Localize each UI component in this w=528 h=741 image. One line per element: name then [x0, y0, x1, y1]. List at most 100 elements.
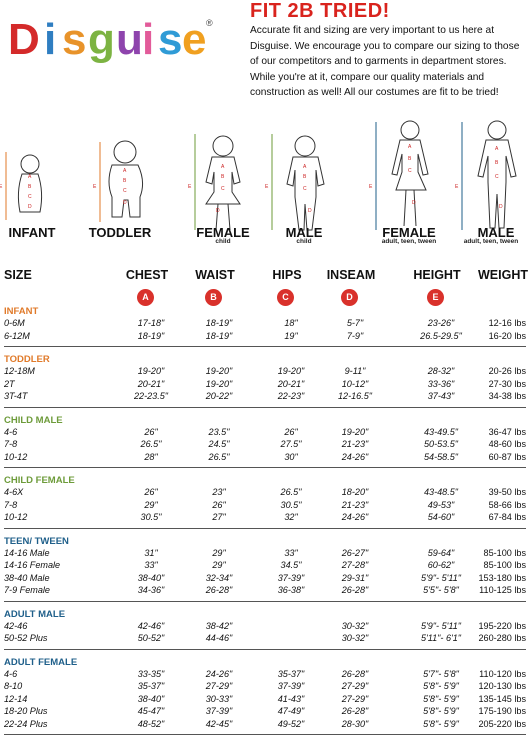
section-divider — [4, 467, 526, 468]
measurement-cell: 18-19" — [205, 318, 233, 328]
measurement-cell: 18-19" — [137, 330, 165, 341]
measurement-cell: 23-26" — [427, 318, 455, 328]
measurement-cell: 59-64" — [427, 547, 455, 558]
measurement-cell: 26-27" — [341, 547, 369, 558]
measurement-cell: 26-28" — [341, 706, 369, 716]
measurement-cell: 24-26" — [341, 512, 369, 522]
adult-male-figure — [461, 120, 517, 230]
figure-marker-letter: C — [495, 174, 499, 180]
section-title: CHILD FEMALE — [4, 475, 75, 486]
measurement-marker: C — [277, 289, 294, 306]
measurement-cell: 260-280 lbs — [478, 633, 526, 643]
figure-marker-letter: B — [28, 184, 32, 190]
measurement-cell: 175-190 lbs — [478, 706, 526, 716]
figure-marker-letter: A — [221, 164, 225, 170]
figure-marker-letter: A — [28, 174, 32, 180]
measurement-cell: 30.5" — [280, 499, 302, 510]
logo-letter: e — [182, 15, 206, 64]
figure-marker-height: E — [188, 184, 192, 190]
measurement-cell: 153-180 lbs — [478, 572, 526, 583]
measurement-cell: 20-21" — [137, 378, 165, 389]
measurement-cell: 26" — [284, 426, 298, 437]
measurement-cell: 5'8"- 5'9" — [423, 718, 459, 729]
measurement-cell: 22-23.5" — [133, 391, 169, 401]
measurement-cell: 33-35" — [137, 668, 165, 679]
figure-marker-letter: A — [303, 164, 307, 170]
measurement-cell: 18-20" — [341, 487, 369, 497]
svg-text:®: ® — [206, 18, 213, 28]
size-cell: 10-12 — [4, 512, 28, 522]
table-header: HIPS — [272, 268, 302, 282]
measurement-cell: 20-26 lbs — [488, 366, 526, 376]
intro-text: Accurate fit and sizing are very importa… — [250, 25, 520, 99]
measurement-cell: 12-16 lbs — [488, 318, 526, 328]
measurement-marker: B — [205, 289, 222, 306]
section-divider — [4, 734, 526, 735]
table-header: INSEAM — [326, 268, 376, 282]
figure-marker-letter: B — [221, 174, 225, 180]
measurement-cell: 5'11"- 6'1" — [420, 633, 462, 643]
measurement-cell: 43-49.5" — [423, 426, 459, 437]
measurement-marker: A — [137, 289, 154, 306]
size-cell: 38-40 Male — [4, 572, 50, 583]
figure-label-adult-female: FEMALE — [382, 225, 436, 240]
measurement-cell: 18" — [284, 318, 298, 328]
measurement-cell: 26-28" — [341, 668, 369, 679]
section-title: ADULT FEMALE — [4, 656, 78, 668]
measurement-cell: 17-18" — [137, 318, 165, 328]
size-cell: 2T — [4, 378, 15, 389]
figure-marker-letter: B — [408, 156, 412, 162]
table-header: HEIGHT — [413, 268, 461, 282]
figure-marker-letter: D — [216, 208, 220, 214]
figure-marker-letter: C — [303, 186, 307, 192]
measurement-cell: 30-33" — [205, 693, 233, 704]
section-title: TODDLER — [4, 354, 50, 365]
measurement-cell: 41-43" — [277, 693, 305, 704]
measurement-cell: 26.5" — [208, 451, 230, 462]
measurement-cell: 29-31" — [341, 572, 369, 583]
measurement-cell: 42-45" — [205, 718, 233, 729]
measurement-cell: 37-39" — [277, 572, 305, 583]
figure-marker-letter: A — [408, 144, 412, 150]
measurement-cell: 33" — [144, 560, 158, 570]
figure-marker-height: E — [93, 184, 97, 190]
infant-figure — [5, 152, 43, 220]
measurement-cell: 19" — [284, 330, 298, 341]
section-title: TEEN/ TWEEN — [4, 535, 69, 547]
measurement-cell: 37-39" — [205, 706, 233, 716]
measurement-cell: 5'9"- 5'11" — [420, 620, 462, 631]
measurement-cell: 37-39" — [277, 681, 305, 691]
logo-letter: D — [8, 15, 40, 64]
measurement-cell: 85-100 lbs — [483, 560, 526, 570]
figure-label-adult-male: MALE — [477, 225, 515, 240]
figure-marker-letter: D — [412, 200, 416, 206]
measurement-cell: 24-26" — [341, 451, 369, 462]
measurement-cell: 60-62" — [427, 560, 455, 570]
measurement-cell: 35-37" — [137, 681, 165, 691]
size-cell: 4-6 — [4, 668, 18, 679]
measurement-cell: 26" — [212, 499, 226, 510]
section-divider — [4, 648, 526, 650]
table-header: SIZE — [4, 268, 32, 282]
figure-sub-child-male: child — [296, 238, 312, 245]
measurement-cell: 50-53.5" — [423, 439, 459, 449]
measurement-cell: 21-23" — [341, 439, 369, 449]
section-title: INFANT — [4, 306, 39, 317]
figure-marker-letter: B — [303, 174, 307, 180]
measurement-cell: 27-30 lbs — [488, 378, 526, 389]
measurement-cell: 19-20" — [205, 366, 233, 376]
measurement-cell: 27-29" — [341, 693, 369, 704]
measurement-cell: 36-38" — [277, 585, 305, 595]
logo-letter: u — [116, 15, 143, 64]
measurement-cell: 45-47" — [137, 706, 165, 716]
child-male-figure — [271, 134, 325, 231]
figure-marker-letter: C — [28, 194, 32, 200]
measurement-cell: 44-46" — [205, 633, 233, 643]
table-header: WAIST — [195, 268, 235, 282]
measurement-cell: 36-47 lbs — [488, 426, 526, 437]
measurement-cell: 31" — [144, 547, 158, 558]
size-cell: 7-8 — [4, 439, 18, 449]
size-cell: 12-14 — [4, 693, 28, 704]
